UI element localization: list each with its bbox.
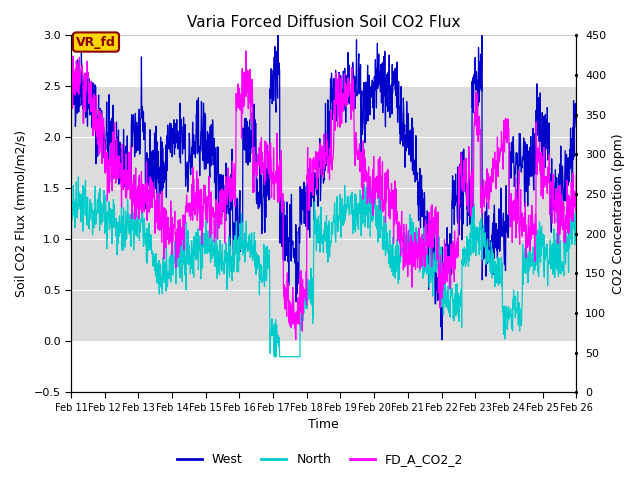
Y-axis label: CO2 Concentration (ppm): CO2 Concentration (ppm) (612, 133, 625, 294)
X-axis label: Time: Time (308, 419, 339, 432)
Y-axis label: Soil CO2 Flux (mmol/m2/s): Soil CO2 Flux (mmol/m2/s) (15, 130, 28, 298)
Text: VR_fd: VR_fd (76, 36, 116, 48)
Bar (71, 86, 576, 341)
Legend: West, North, FD_A_CO2_2: West, North, FD_A_CO2_2 (172, 448, 468, 471)
Title: Varia Forced Diffusion Soil CO2 Flux: Varia Forced Diffusion Soil CO2 Flux (187, 15, 460, 30)
